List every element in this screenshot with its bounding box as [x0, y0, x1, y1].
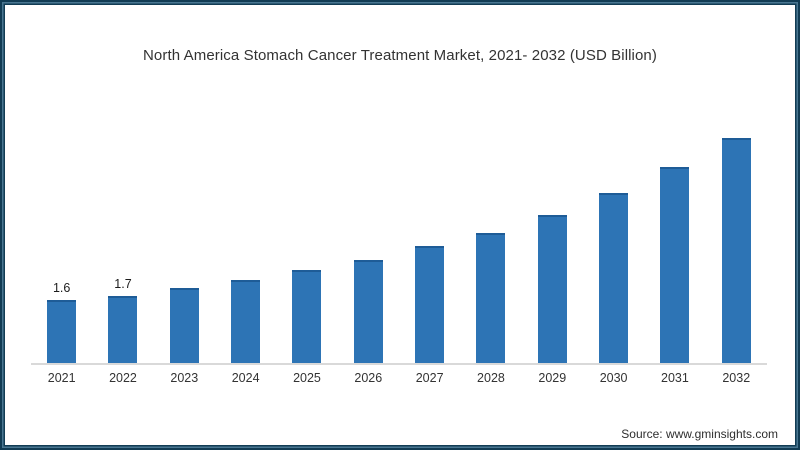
- bar-2030: [599, 193, 629, 363]
- x-tick-label-2027: 2027: [415, 371, 444, 385]
- x-axis-line: [31, 363, 767, 365]
- bar-column-2027: 2027: [399, 0, 460, 385]
- bar-2029: [537, 215, 567, 363]
- bar-2022: [108, 296, 138, 363]
- x-tick-label-2028: 2028: [477, 371, 505, 385]
- x-tick-label-2031: 2031: [661, 371, 689, 385]
- bar-2026: [353, 260, 383, 363]
- bar-2025: [292, 270, 322, 363]
- bar-2028: [476, 233, 506, 363]
- x-tick-label-2026: 2026: [354, 371, 383, 385]
- bar-column-2029: 2029: [522, 0, 583, 385]
- bar-2031: [660, 167, 690, 363]
- x-tick-label-2024: 2024: [231, 371, 260, 385]
- x-tick-label-2030: 2030: [599, 371, 628, 385]
- bar-column-2030: 2030: [583, 0, 644, 385]
- bar-column-2024: 2024: [215, 0, 276, 385]
- bar-column-2026: 2026: [338, 0, 399, 385]
- x-tick-label-2025: 2025: [293, 371, 321, 385]
- plot-area: 1.6 2021 1.7 2022 2023 2024 2025 2026 2027 2028 20…: [31, 0, 767, 385]
- x-tick-label-2023: 2023: [170, 371, 199, 385]
- bar-value-label-2021: 1.6: [52, 281, 71, 295]
- bar-column-2028: 2028: [460, 0, 521, 385]
- bar-column-2023: 2023: [154, 0, 215, 385]
- x-tick-label-2032: 2032: [722, 371, 751, 385]
- bar-2021: [47, 300, 77, 363]
- bar-2027: [415, 246, 445, 363]
- bar-column-2022: 1.7 2022: [92, 0, 153, 385]
- bar-2024: [231, 280, 261, 363]
- bar-column-2031: 2031: [644, 0, 705, 385]
- bar-2023: [169, 288, 199, 363]
- bar-2032: [721, 138, 751, 363]
- bar-column-2032: 2032: [706, 0, 767, 385]
- x-tick-label-2022: 2022: [109, 371, 137, 385]
- bar-column-2021: 1.6 2021: [31, 0, 92, 385]
- bar-value-label-2022: 1.7: [114, 277, 132, 291]
- source-credit: Source: www.gminsights.com: [621, 427, 778, 441]
- chart-title: North America Stomach Cancer Treatment M…: [143, 47, 657, 64]
- x-tick-label-2021: 2021: [47, 371, 76, 385]
- bar-column-2025: 2025: [276, 0, 337, 385]
- x-tick-label-2029: 2029: [538, 371, 567, 385]
